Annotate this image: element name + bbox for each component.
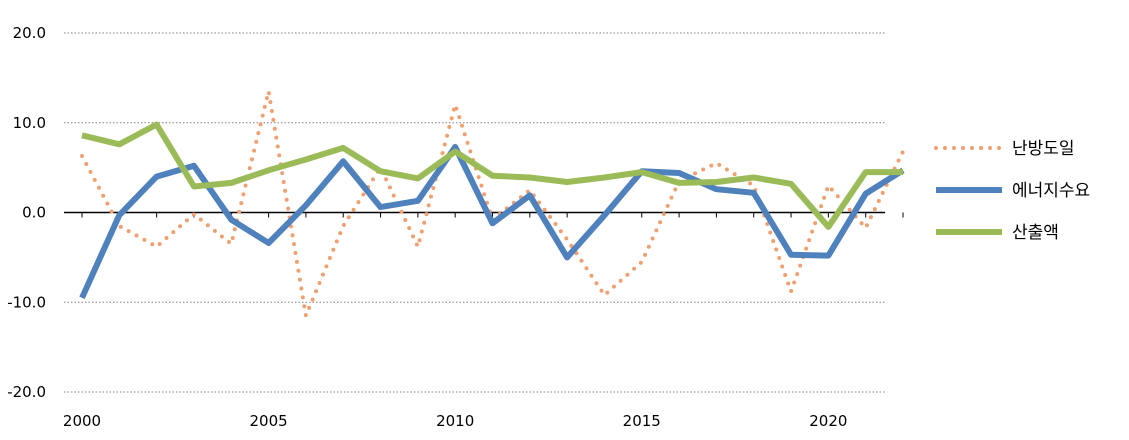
data-point <box>117 213 121 217</box>
data-point <box>789 253 793 257</box>
data-point <box>80 296 84 300</box>
data-point <box>565 237 569 241</box>
data-point <box>453 149 457 153</box>
series-line <box>80 89 905 318</box>
series-line <box>79 144 905 300</box>
data-point <box>155 175 159 179</box>
data-point <box>453 145 457 149</box>
data-point <box>379 205 383 209</box>
data-point <box>714 161 718 165</box>
data-point <box>229 218 233 222</box>
series-lines <box>79 89 905 318</box>
data-point <box>528 193 532 197</box>
data-point <box>752 191 756 195</box>
data-point <box>864 170 868 174</box>
x-tick-label: 2005 <box>249 412 287 430</box>
series-line <box>81 121 903 230</box>
data-point <box>640 170 644 174</box>
data-point <box>229 242 233 246</box>
legend-label: 산출액 <box>1012 223 1059 243</box>
data-point <box>565 180 569 184</box>
y-tick-label: 10.0 <box>13 114 46 132</box>
data-point <box>267 241 271 245</box>
data-point <box>864 226 868 230</box>
data-point <box>528 175 532 179</box>
series-2 <box>80 121 905 230</box>
data-point <box>304 203 308 207</box>
data-point <box>677 171 681 175</box>
data-point <box>192 164 196 168</box>
data-point <box>602 293 606 297</box>
data-point <box>192 184 196 188</box>
data-point <box>752 175 756 179</box>
series-0 <box>80 89 905 318</box>
x-tick-label: 2020 <box>809 412 847 430</box>
data-point <box>714 187 718 191</box>
data-point <box>491 221 495 225</box>
data-point <box>901 149 905 153</box>
data-point <box>640 260 644 264</box>
y-tick-label: -10.0 <box>7 293 46 311</box>
data-point <box>229 181 233 185</box>
y-axis-tick-labels: 20.0 10.0 0.0 -10.0 -20.0 <box>7 24 46 401</box>
y-tick-label: 20.0 <box>13 24 46 42</box>
data-point <box>491 174 495 178</box>
data-point <box>267 89 271 93</box>
axes <box>64 211 904 218</box>
data-point <box>416 199 420 203</box>
data-point <box>267 168 271 172</box>
data-point <box>602 213 606 217</box>
data-point <box>341 224 345 228</box>
data-point <box>752 184 756 188</box>
x-axis-tick-labels: 2000 2005 2010 2015 2020 <box>63 412 848 430</box>
data-point <box>416 245 420 249</box>
data-point <box>341 146 345 150</box>
series-1 <box>79 144 905 300</box>
data-point <box>677 181 681 185</box>
data-point <box>602 175 606 179</box>
data-point <box>379 169 383 173</box>
data-point <box>80 154 84 158</box>
data-point <box>453 103 457 107</box>
data-point <box>826 184 830 188</box>
data-point <box>789 182 793 186</box>
data-point <box>714 180 718 184</box>
data-point <box>826 225 830 229</box>
data-point <box>826 254 830 258</box>
data-point <box>155 245 159 249</box>
y-tick-label: 0.0 <box>22 204 46 222</box>
legend-label: 난방도일 <box>1012 139 1075 159</box>
x-tick-label: 2015 <box>623 412 661 430</box>
data-point <box>304 158 308 162</box>
data-point <box>341 159 345 163</box>
data-point <box>901 170 905 174</box>
data-point <box>80 133 84 137</box>
data-point <box>192 212 196 216</box>
legend-label: 에너지수요 <box>1012 181 1090 201</box>
y-tick-label: -20.0 <box>7 383 46 401</box>
data-point <box>117 142 121 146</box>
data-point <box>304 314 308 318</box>
x-tick-label: 2010 <box>436 412 474 430</box>
data-point <box>528 188 532 192</box>
data-point <box>565 255 569 259</box>
data-point <box>864 192 868 196</box>
x-tick-label: 2000 <box>63 412 101 430</box>
data-point <box>789 289 793 293</box>
data-point <box>155 123 159 127</box>
gridlines <box>64 32 885 393</box>
data-point <box>416 176 420 180</box>
